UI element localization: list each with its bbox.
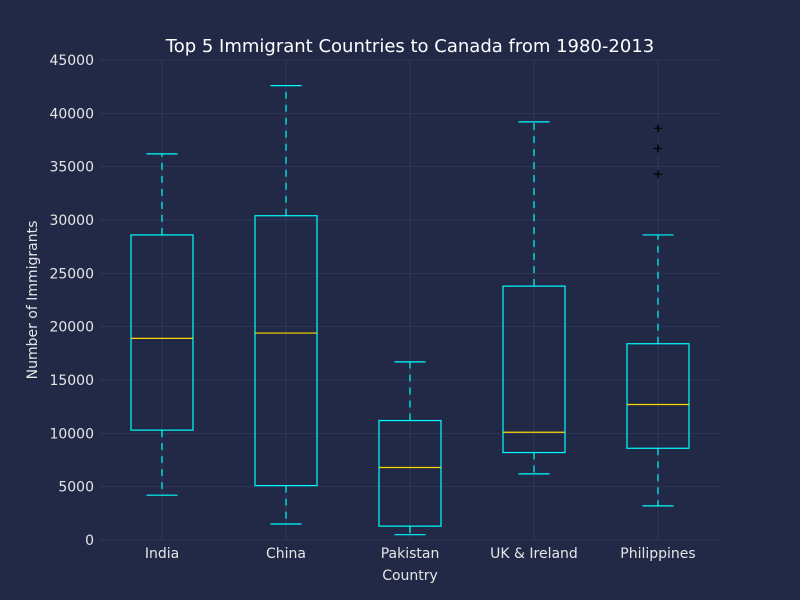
x-tick-label: Philippines <box>620 546 695 562</box>
box-group <box>130 153 194 496</box>
flier-point <box>654 144 662 153</box>
y-tick-label: 5000 <box>58 480 94 496</box>
y-tick-label: 0 <box>85 533 94 549</box>
grid-lines <box>100 59 720 541</box>
y-tick-label: 45000 <box>49 53 94 69</box>
iqr-box <box>254 215 318 487</box>
iqr-box <box>130 234 194 431</box>
x-tick-label: UK & Ireland <box>490 546 578 562</box>
y-tick-label: 20000 <box>49 320 94 336</box>
boxes <box>130 84 690 536</box>
y-tick-label: 30000 <box>49 213 94 229</box>
box-group <box>626 124 690 507</box>
y-axis-ticks: 0 5000 10000 15000 20000 25000 30000 35000 40000… <box>49 53 94 549</box>
chart-title: Top 5 Immigrant Countries to Canada from… <box>165 36 654 57</box>
flier-point <box>654 170 662 179</box>
y-tick-label: 25000 <box>49 266 94 282</box>
x-axis-label: Country <box>382 568 438 584</box>
x-tick-label: Pakistan <box>381 546 440 562</box>
y-tick-label: 10000 <box>49 426 94 442</box>
y-axis-label: Number of Immigrants <box>25 221 41 380</box>
y-tick-label: 35000 <box>49 160 94 176</box>
x-axis-ticks: India China Pakistan UK & Ireland Philippine… <box>145 546 696 562</box>
iqr-box <box>626 343 690 449</box>
x-tick-label: China <box>266 546 306 562</box>
box-group <box>502 121 566 475</box>
iqr-box <box>378 419 442 527</box>
y-tick-label: 15000 <box>49 373 94 389</box>
x-tick-label: India <box>145 546 179 562</box>
flier-point <box>654 124 662 133</box>
iqr-box <box>502 285 566 454</box>
box-group <box>378 361 442 536</box>
box-group <box>254 84 318 525</box>
y-tick-label: 40000 <box>49 106 94 122</box>
